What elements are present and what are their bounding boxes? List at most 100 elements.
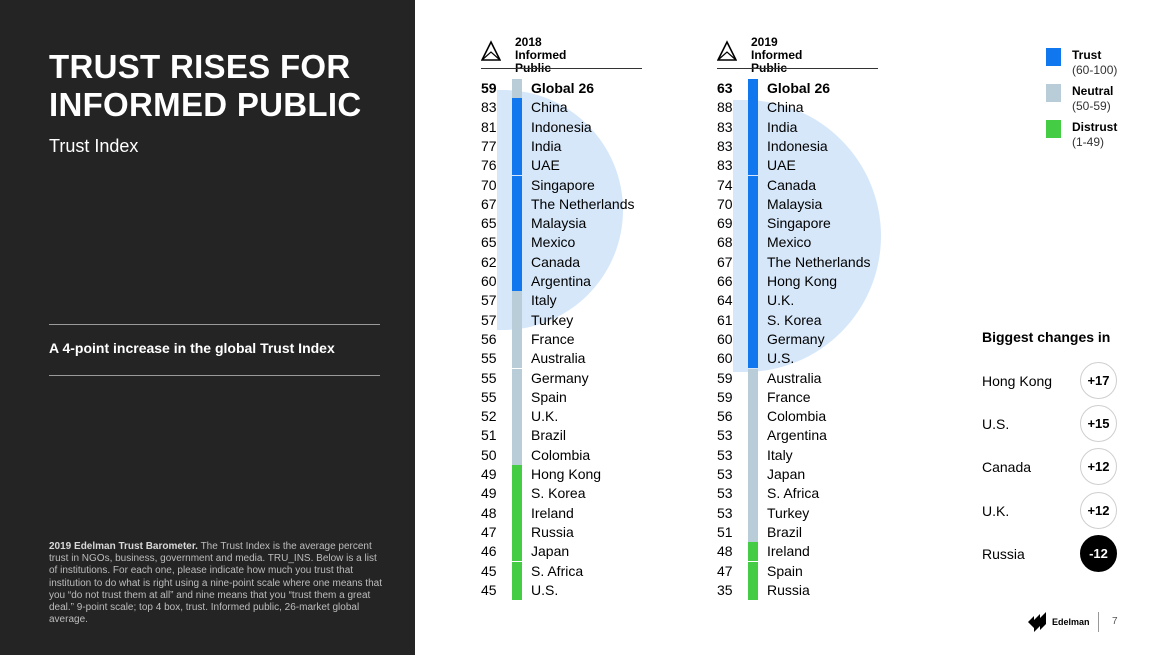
table-row: 65 Mexico xyxy=(481,233,651,253)
row-country: Japan xyxy=(767,466,806,482)
row-score: 83 xyxy=(717,157,733,174)
row-country: S. Africa xyxy=(767,485,820,502)
row-score: 81 xyxy=(481,118,497,135)
table-row: 64 U.K. xyxy=(717,291,887,311)
category-bar xyxy=(748,136,758,157)
change-item: U.K. +12 xyxy=(982,492,1122,530)
category-bar xyxy=(512,233,522,253)
table-row: 74 Canada xyxy=(717,175,887,195)
table-row: 45 S. Africa xyxy=(481,561,651,581)
change-badge: +12 xyxy=(1080,492,1117,529)
row-score: 35 xyxy=(717,581,733,598)
change-country: Canada xyxy=(982,459,1032,475)
category-bar xyxy=(512,252,522,272)
informed-public-icon xyxy=(717,40,737,61)
category-bar xyxy=(748,465,758,485)
category-bar xyxy=(512,465,522,485)
row-score: 70 xyxy=(481,176,497,193)
row-score: 64 xyxy=(717,292,733,309)
legend-label: Neutral xyxy=(1072,84,1114,98)
table-row: 83 India xyxy=(717,117,887,137)
category-bar xyxy=(512,291,522,311)
row-score: 83 xyxy=(481,99,497,116)
neutral-swatch xyxy=(1046,84,1061,102)
category-bar xyxy=(748,156,758,176)
table-row: 83 Indonesia xyxy=(717,136,887,157)
change-country: U.S. xyxy=(982,416,1010,432)
row-score: 61 xyxy=(717,311,733,328)
row-country: Australia xyxy=(767,369,822,386)
row-score: 88 xyxy=(717,99,733,116)
row-score: 57 xyxy=(481,311,497,328)
category-bar xyxy=(748,117,758,137)
row-score: 67 xyxy=(717,253,733,270)
row-country: Hong Kong xyxy=(531,466,602,482)
row-score: 66 xyxy=(717,273,733,289)
table-row: 60 Argentina xyxy=(481,272,651,292)
row-score: 53 xyxy=(717,427,733,444)
table-row: 59 Australia xyxy=(717,368,887,388)
category-bar xyxy=(512,156,522,176)
row-score: 55 xyxy=(481,388,497,405)
row-country: Global 26 xyxy=(767,80,831,96)
row-country: UAE xyxy=(767,157,796,174)
category-bar xyxy=(512,407,522,427)
row-country: Spain xyxy=(767,562,803,579)
category-bar xyxy=(512,445,522,465)
note-source: 2019 Edelman Trust Barometer. xyxy=(49,541,198,552)
row-country: Ireland xyxy=(767,543,810,560)
change-badge: +17 xyxy=(1080,362,1117,399)
divider-bottom xyxy=(49,375,380,376)
footer-divider xyxy=(1098,612,1099,632)
table-row: 76 UAE xyxy=(481,156,651,176)
table-row: 53 Italy xyxy=(717,445,887,465)
row-score: 56 xyxy=(481,330,497,347)
row-score: 45 xyxy=(481,581,497,598)
table-row: 47 Spain xyxy=(717,561,887,581)
change-country: Hong Kong xyxy=(982,373,1053,389)
row-country: Mexico xyxy=(531,234,576,251)
column-year: 2019 xyxy=(751,35,778,49)
change-country: Russia xyxy=(982,546,1025,562)
column-subtitle: Informed Public xyxy=(751,48,803,75)
table-row: 65 Malaysia xyxy=(481,214,651,234)
table-row: 63 Global 26 xyxy=(717,79,887,99)
row-score: 55 xyxy=(481,350,497,367)
category-bar xyxy=(512,98,522,118)
change-item: Canada +12 xyxy=(982,448,1122,486)
category-bar xyxy=(512,503,522,523)
page-number: 7 xyxy=(1112,616,1118,627)
table-row: 56 France xyxy=(481,329,651,350)
row-score: 83 xyxy=(717,118,733,135)
row-country: Turkey xyxy=(767,504,810,521)
header-rule xyxy=(481,68,642,69)
row-country: Russia xyxy=(767,581,810,598)
row-country: India xyxy=(531,137,562,154)
row-score: 48 xyxy=(481,504,497,521)
table-row: 46 Japan xyxy=(481,542,651,562)
row-score: 65 xyxy=(481,215,497,232)
table-row: 51 Brazil xyxy=(481,426,651,446)
row-country: Canada xyxy=(767,176,817,193)
category-bar xyxy=(512,349,522,369)
row-country: Indonesia xyxy=(531,118,592,135)
table-row: 57 Italy xyxy=(481,291,651,311)
table-row: 52 U.K. xyxy=(481,407,651,427)
change-badge: +15 xyxy=(1080,405,1117,442)
table-row: 70 Malaysia xyxy=(717,194,887,215)
row-country: S. Korea xyxy=(531,485,586,502)
row-country: Brazil xyxy=(531,427,567,444)
table-row: 47 Russia xyxy=(481,522,651,543)
table-row: 53 S. Africa xyxy=(717,484,887,504)
row-country: Russia xyxy=(531,523,574,540)
header-rule xyxy=(717,68,878,69)
row-country: The Netherlands xyxy=(767,253,871,270)
table-row: 35 Russia xyxy=(717,580,887,601)
table-row: 49 Hong Kong xyxy=(481,465,651,485)
category-bar xyxy=(512,272,522,292)
table-row: 83 UAE xyxy=(717,156,887,176)
row-score: 57 xyxy=(481,292,497,309)
table-row: 81 Indonesia xyxy=(481,117,651,137)
change-country: U.K. xyxy=(982,503,1010,519)
table-row: 59 Global 26 xyxy=(481,79,651,99)
